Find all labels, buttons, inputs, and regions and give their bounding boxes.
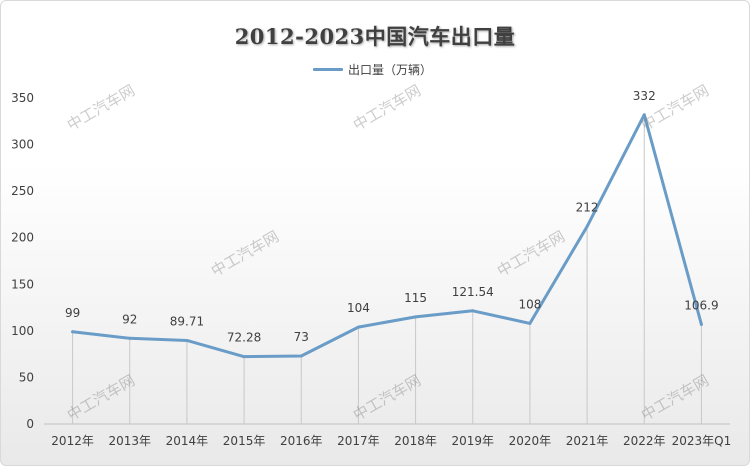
y-tick-label: 250 bbox=[11, 184, 34, 198]
series-line bbox=[71, 113, 703, 359]
y-tick-label: 200 bbox=[11, 231, 34, 245]
data-label: 332 bbox=[633, 89, 656, 103]
data-label: 72.28 bbox=[227, 331, 261, 345]
x-tick-label: 2012年 bbox=[51, 434, 94, 448]
chart-title: 2012-2023中国汽车出口量 bbox=[234, 24, 516, 49]
data-point bbox=[242, 355, 246, 359]
data-label: 108 bbox=[518, 297, 541, 311]
data-point bbox=[128, 336, 132, 340]
data-label: 73 bbox=[294, 330, 309, 344]
data-point bbox=[471, 309, 475, 313]
data-point bbox=[299, 354, 303, 358]
data-point bbox=[356, 325, 360, 329]
data-point bbox=[414, 315, 418, 319]
y-tick-label: 100 bbox=[11, 324, 34, 338]
chart-legend: 出口量（万辆） bbox=[313, 59, 432, 79]
data-label: 99 bbox=[65, 306, 80, 320]
data-label: 115 bbox=[404, 291, 427, 305]
data-point bbox=[528, 321, 532, 325]
y-tick-label: 150 bbox=[11, 277, 34, 291]
x-tick-label: 2021年 bbox=[566, 434, 609, 448]
x-tick-label: 2019年 bbox=[451, 434, 494, 448]
data-label: 121.54 bbox=[452, 285, 494, 299]
data-label: 212 bbox=[576, 201, 599, 215]
data-point bbox=[71, 330, 75, 334]
x-tick-label: 2014年 bbox=[166, 434, 209, 448]
x-tick-label: 2018年 bbox=[394, 434, 437, 448]
y-tick-label: 300 bbox=[11, 138, 34, 152]
data-point bbox=[642, 113, 646, 117]
x-tick-label: 2020年 bbox=[509, 434, 552, 448]
data-point bbox=[185, 338, 189, 342]
y-tick-label: 350 bbox=[11, 91, 34, 105]
legend-line-swatch bbox=[313, 67, 343, 71]
data-label: 104 bbox=[347, 301, 370, 315]
y-tick-label: 0 bbox=[26, 417, 34, 431]
x-tick-label: 2017年 bbox=[337, 434, 380, 448]
x-tick-label: 2023年Q1 bbox=[672, 434, 732, 448]
x-tick-label: 2015年 bbox=[223, 434, 266, 448]
legend-label: 出口量（万辆） bbox=[348, 62, 433, 77]
y-tick-label: 50 bbox=[19, 370, 34, 384]
data-label: 106.9 bbox=[684, 298, 718, 312]
x-tick-label: 2022年 bbox=[623, 434, 666, 448]
data-label: 92 bbox=[122, 312, 137, 326]
x-tick-label: 2013年 bbox=[108, 434, 151, 448]
data-point bbox=[699, 322, 703, 326]
data-label: 89.71 bbox=[170, 314, 204, 328]
data-point bbox=[585, 225, 589, 229]
x-tick-label: 2016年 bbox=[280, 434, 323, 448]
